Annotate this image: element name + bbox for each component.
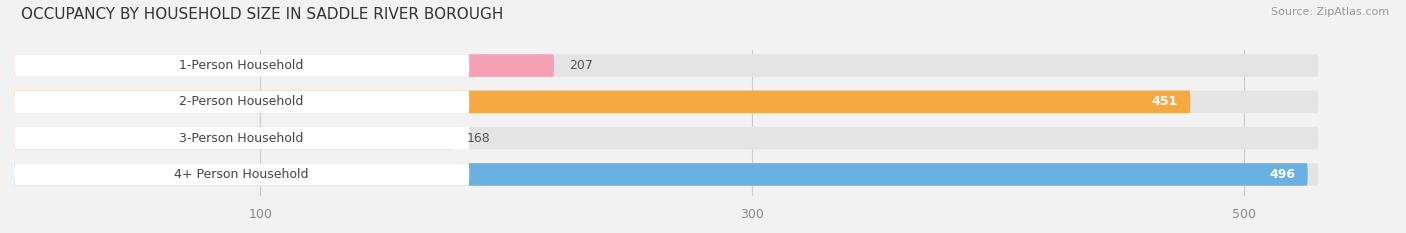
FancyBboxPatch shape [14,91,1191,113]
FancyBboxPatch shape [14,91,470,113]
Text: 451: 451 [1152,95,1178,108]
FancyBboxPatch shape [14,54,554,77]
Text: 3-Person Household: 3-Person Household [180,132,304,145]
Text: OCCUPANCY BY HOUSEHOLD SIZE IN SADDLE RIVER BOROUGH: OCCUPANCY BY HOUSEHOLD SIZE IN SADDLE RI… [21,7,503,22]
Text: 2-Person Household: 2-Person Household [180,95,304,108]
Text: 496: 496 [1270,168,1295,181]
FancyBboxPatch shape [14,54,1319,77]
FancyBboxPatch shape [14,163,1319,186]
FancyBboxPatch shape [14,163,1308,186]
FancyBboxPatch shape [14,127,470,149]
FancyBboxPatch shape [14,91,1319,113]
FancyBboxPatch shape [14,127,453,149]
FancyBboxPatch shape [14,127,1319,149]
Text: 1-Person Household: 1-Person Household [180,59,304,72]
Text: 168: 168 [467,132,491,145]
FancyBboxPatch shape [14,54,470,77]
FancyBboxPatch shape [14,163,470,186]
Text: 4+ Person Household: 4+ Person Household [174,168,309,181]
Text: Source: ZipAtlas.com: Source: ZipAtlas.com [1271,7,1389,17]
Text: 207: 207 [568,59,592,72]
